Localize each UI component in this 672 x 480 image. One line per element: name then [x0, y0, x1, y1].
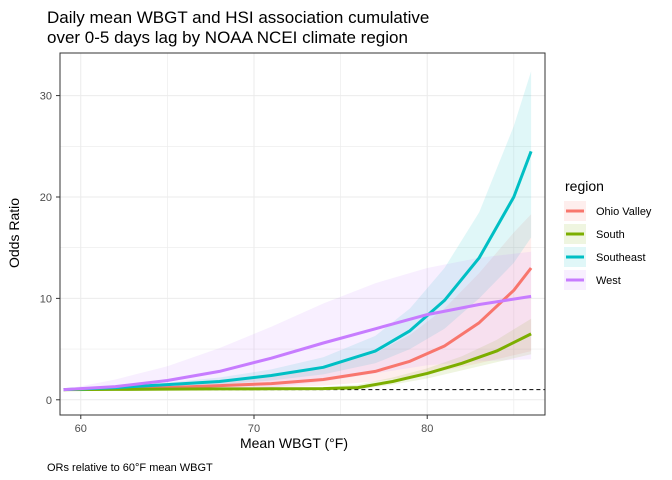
- chart-title-line-1: Daily mean WBGT and HSI association cumu…: [47, 8, 429, 27]
- ci-band-ohio-valley: [63, 214, 532, 390]
- ci-band-southeast: [63, 71, 532, 390]
- series-line-west: [63, 294, 532, 392]
- legend-label-ohio-valley: Ohio Valley: [596, 206, 652, 218]
- legend-title: region: [565, 178, 604, 194]
- x-tick-label: 70: [248, 423, 260, 435]
- ci-band-south: [63, 318, 532, 390]
- y-tick-label: 20: [40, 192, 52, 204]
- plot-border: [59, 52, 546, 416]
- y-tick-label: 30: [40, 91, 52, 103]
- y-axis-ticks: 0 10 20 30: [40, 91, 60, 407]
- ci-band-west: [63, 251, 532, 390]
- x-tick-label: 60: [75, 423, 87, 435]
- plot-frame: [59, 52, 546, 416]
- chart-title-line-2: over 0-5 days lag by NOAA NCEI climate r…: [47, 28, 408, 47]
- plot-area: [60, 53, 545, 415]
- y-axis-title: Odds Ratio: [6, 198, 22, 268]
- x-axis-title: Mean WBGT (°F): [240, 435, 348, 451]
- chart-caption: ORs relative to 60°F mean WBGT: [47, 462, 213, 474]
- legend-label-south: South: [596, 229, 625, 241]
- plot-background: [60, 53, 545, 415]
- legend-label-southeast: Southeast: [596, 252, 646, 264]
- legend-label-west: West: [596, 275, 621, 287]
- y-tick-label: 0: [46, 395, 52, 407]
- confidence-bands: [63, 71, 532, 390]
- x-axis-ticks: 60 70 80: [75, 415, 433, 435]
- series-line-southeast: [63, 150, 533, 392]
- legend: region Ohio Valley South Southeast West: [564, 178, 652, 290]
- y-tick-label: 10: [40, 293, 52, 305]
- gridlines: [60, 53, 545, 415]
- series-lines: [63, 150, 533, 392]
- series-line-south: [63, 332, 532, 392]
- x-tick-label: 80: [421, 423, 433, 435]
